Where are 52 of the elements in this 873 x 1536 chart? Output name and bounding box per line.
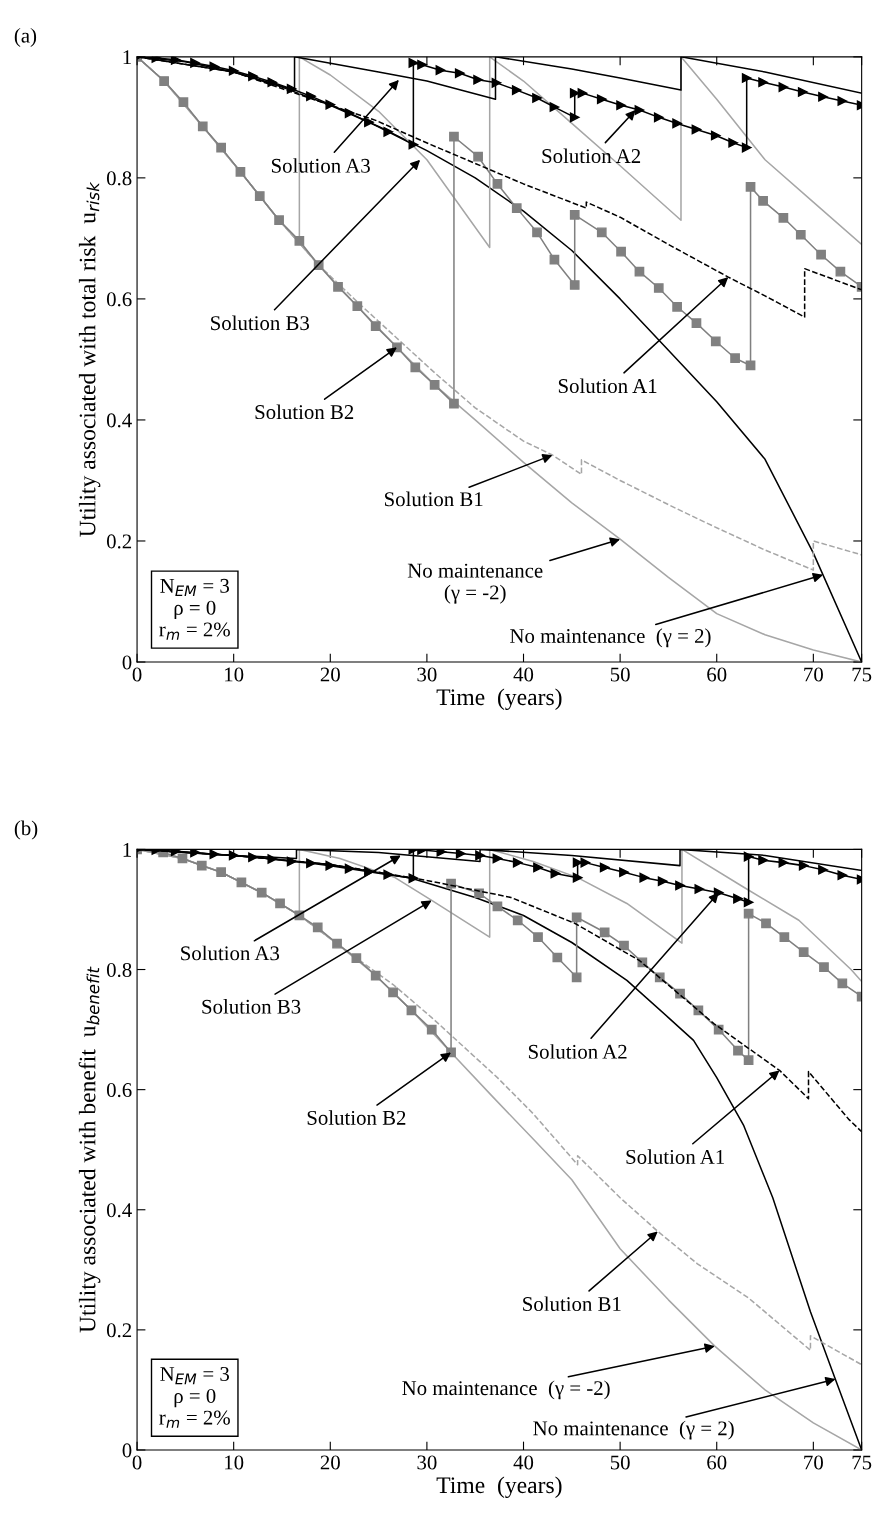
- x-tick-label: 30: [417, 1455, 437, 1470]
- x-tick-label: 70: [804, 1455, 823, 1470]
- y-tick-label: 0.6: [106, 292, 132, 307]
- x-tick-label: 75: [852, 667, 872, 682]
- annotation: Solution A2: [528, 1044, 627, 1059]
- x-tick-label: 20: [320, 1455, 340, 1470]
- annotation: Solution A2: [542, 148, 641, 164]
- y-tick-label: 0.8: [106, 962, 132, 978]
- annotation: N$_{EM}$ = 3 ρ = 0 r$_{m}$ = 2%: [159, 578, 230, 640]
- annotation: Solution A1: [558, 378, 657, 394]
- x-tick-label: 10: [225, 1455, 244, 1470]
- y-tick-label: 0.2: [106, 1323, 132, 1338]
- annotation: No maintenance (γ = -2): [407, 563, 543, 604]
- annotation: Solution A1: [626, 1149, 725, 1164]
- y-tick-label: 0.6: [106, 1083, 132, 1098]
- y-tick-label: 0: [122, 655, 132, 670]
- x-tick-label: 30: [417, 667, 437, 682]
- annotation: Solution B3: [211, 315, 310, 331]
- x-tick-label: 75: [852, 1455, 872, 1470]
- x-axis-title: Time (years): [436, 1476, 562, 1498]
- annotation: No maintenance (γ = 2): [510, 628, 711, 648]
- x-tick-label: 50: [610, 667, 630, 682]
- x-tick-label: 50: [610, 1455, 630, 1470]
- y-tick-label: 1: [123, 50, 131, 65]
- chart-title: (a): [14, 27, 37, 47]
- y-tick-label: 0.2: [106, 534, 132, 549]
- annotation: Solution B2: [307, 1110, 406, 1125]
- annotation: Solution B3: [202, 999, 301, 1014]
- annotation: N$_{EM}$ = 3 ρ = 0 r$_{m}$ = 2%: [159, 1367, 230, 1428]
- y-axis-title: Utility associated with total risk u$_{risk}$: [78, 181, 101, 537]
- annotation: No maintenance (γ = 2): [533, 1420, 734, 1440]
- y-axis-title: Utility associated with benefit u$_{benefit}$: [78, 966, 101, 1333]
- x-tick-label: 60: [707, 1455, 727, 1470]
- annotation: Solution B2: [255, 404, 354, 420]
- y-tick-label: 0.4: [106, 1203, 132, 1218]
- annotation: Solution A3: [271, 158, 370, 173]
- x-axis-title: Time (years): [436, 688, 562, 711]
- y-tick-label: 0.4: [106, 413, 132, 428]
- chart-title: (b): [14, 820, 38, 840]
- x-tick-label: 40: [513, 1455, 534, 1470]
- x-tick-label: 60: [707, 667, 727, 682]
- annotation: Solution B1: [384, 491, 483, 507]
- annotation: Solution B1: [523, 1296, 621, 1312]
- x-tick-label: 40: [513, 667, 534, 682]
- y-tick-label: 0: [122, 1443, 132, 1458]
- y-tick-label: 0.8: [106, 171, 132, 186]
- x-tick-label: 70: [804, 667, 823, 682]
- y-tick-label: 1: [123, 842, 131, 857]
- x-tick-label: 10: [225, 667, 244, 682]
- annotation: Solution A3: [181, 945, 280, 961]
- x-tick-label: 20: [320, 667, 340, 682]
- annotation: No maintenance (γ = -2): [402, 1380, 610, 1400]
